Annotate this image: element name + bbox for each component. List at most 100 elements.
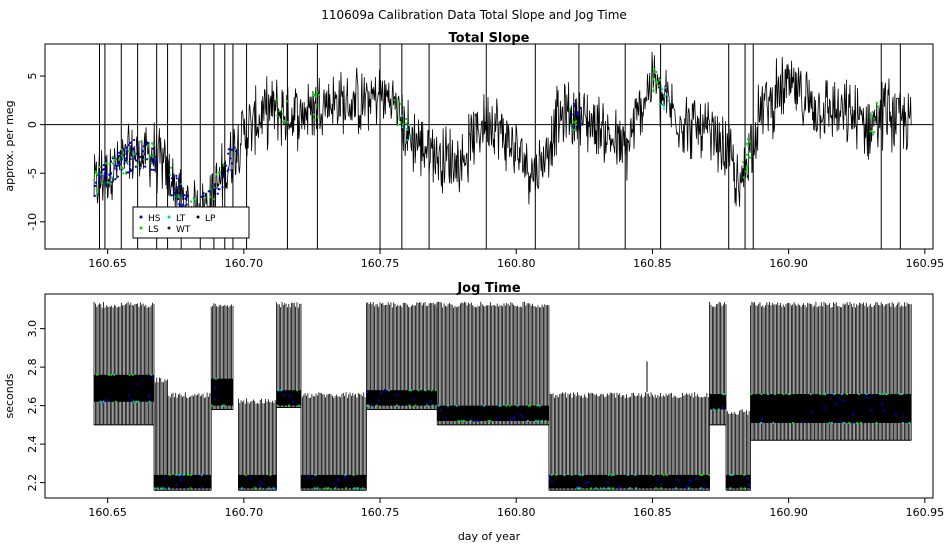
total-slope-y-tick-label: -10 <box>26 213 39 231</box>
jog-time-marker <box>213 398 216 401</box>
jog-time-marker <box>537 419 540 423</box>
ls-point <box>657 84 661 87</box>
total-slope-x-tick-label: 160.70 <box>225 257 264 270</box>
hs-point <box>128 163 131 166</box>
jog-time-marker <box>180 478 183 481</box>
hs-point <box>227 168 230 171</box>
hs-point <box>151 157 154 161</box>
jog-time-marker <box>688 487 691 490</box>
hs-point <box>133 138 136 142</box>
ls-point <box>652 90 655 93</box>
jog-time-marker <box>833 392 836 396</box>
ls-point <box>136 164 139 167</box>
jog-time-marker <box>865 392 868 396</box>
hs-point <box>134 165 137 168</box>
jog-time-x-tick-label: 160.85 <box>633 506 672 519</box>
jog-time-marker <box>587 481 590 484</box>
hs-point <box>202 194 205 198</box>
jog-time-marker <box>584 481 587 484</box>
ls-point <box>748 156 752 159</box>
jog-time-marker <box>276 404 279 407</box>
total-slope-y-tick-label: 0 <box>26 121 39 128</box>
hs-point <box>117 161 120 164</box>
legend: HS LT LP LS WT <box>132 206 250 239</box>
jog-time-marker <box>704 485 707 488</box>
hs-point <box>152 168 156 171</box>
hs-point <box>141 150 144 153</box>
ls-point <box>143 158 146 161</box>
lt-point <box>406 128 409 131</box>
hs-point <box>175 177 178 180</box>
jog-time-dense-band <box>548 474 710 489</box>
jog-time-marker <box>656 478 659 481</box>
total-slope-x-tick-label: 160.95 <box>906 257 945 270</box>
jog-time-marker <box>579 487 582 490</box>
ls-point <box>120 154 123 157</box>
jog-time-y-tick-label: 2.2 <box>26 474 39 492</box>
ls-point <box>113 158 116 161</box>
jog-time-marker <box>824 392 827 396</box>
jog-time-marker <box>136 382 140 386</box>
legend-lp-marker <box>196 215 200 219</box>
jog-time-marker <box>840 392 843 396</box>
jog-time-marker <box>106 399 109 402</box>
x-axis-title: day of year <box>458 530 521 543</box>
jog-time-marker <box>469 419 472 423</box>
hs-point <box>147 141 150 145</box>
jog-time-marker <box>426 404 429 407</box>
jog-time-dense-band <box>167 474 212 489</box>
jog-time-marker <box>167 487 170 490</box>
jog-time-marker <box>457 419 460 423</box>
jog-time-marker <box>410 389 413 392</box>
jog-time-marker <box>712 408 715 411</box>
ls-point <box>397 100 400 103</box>
jog-time-marker <box>277 389 280 392</box>
ls-point <box>311 93 315 96</box>
jog-time-marker <box>534 419 538 423</box>
ls-point <box>873 117 876 120</box>
ls-point <box>399 121 402 124</box>
total-slope-x-tick-label: 160.85 <box>633 257 672 270</box>
jog-time-marker <box>462 419 466 423</box>
jog-time-marker <box>496 417 499 420</box>
hs-point <box>179 186 182 189</box>
jog-time-marker <box>610 473 613 477</box>
hs-point <box>102 164 105 167</box>
jog-time-marker <box>182 473 185 477</box>
ls-point <box>121 156 125 159</box>
hs-point <box>122 149 126 152</box>
jog-time-dense-band <box>211 378 233 406</box>
ls-point <box>393 99 396 102</box>
jog-time-marker <box>619 486 622 489</box>
jog-time-marker <box>662 473 665 477</box>
lt-point <box>665 93 668 96</box>
ls-point <box>204 196 207 199</box>
ls-point <box>178 196 181 199</box>
jog-time-marker <box>127 394 131 397</box>
hs-point <box>110 181 113 184</box>
jog-time-marker <box>412 398 416 401</box>
lt-point <box>401 126 404 129</box>
hs-point <box>154 159 157 162</box>
hs-point <box>170 194 173 197</box>
jog-time-marker <box>766 392 770 396</box>
ls-point <box>233 152 236 155</box>
jog-time-marker <box>472 419 475 423</box>
jog-time-marker <box>162 487 165 490</box>
hs-point <box>136 143 139 146</box>
jog-time-marker <box>214 386 217 390</box>
ls-point <box>151 142 154 145</box>
jog-time-marker <box>446 404 450 407</box>
jog-time-marker <box>253 487 256 490</box>
jog-time-marker <box>901 421 904 425</box>
hs-point <box>151 147 155 150</box>
hs-point <box>217 187 220 191</box>
total-slope-x-tick-label: 160.90 <box>769 257 808 270</box>
jog-time-marker <box>223 404 226 407</box>
hs-point <box>185 203 188 206</box>
hs-point <box>216 192 219 195</box>
jog-time-marker <box>383 389 387 392</box>
hs-point <box>135 159 138 162</box>
jog-time-marker <box>750 392 753 396</box>
jog-time-marker <box>879 392 882 396</box>
